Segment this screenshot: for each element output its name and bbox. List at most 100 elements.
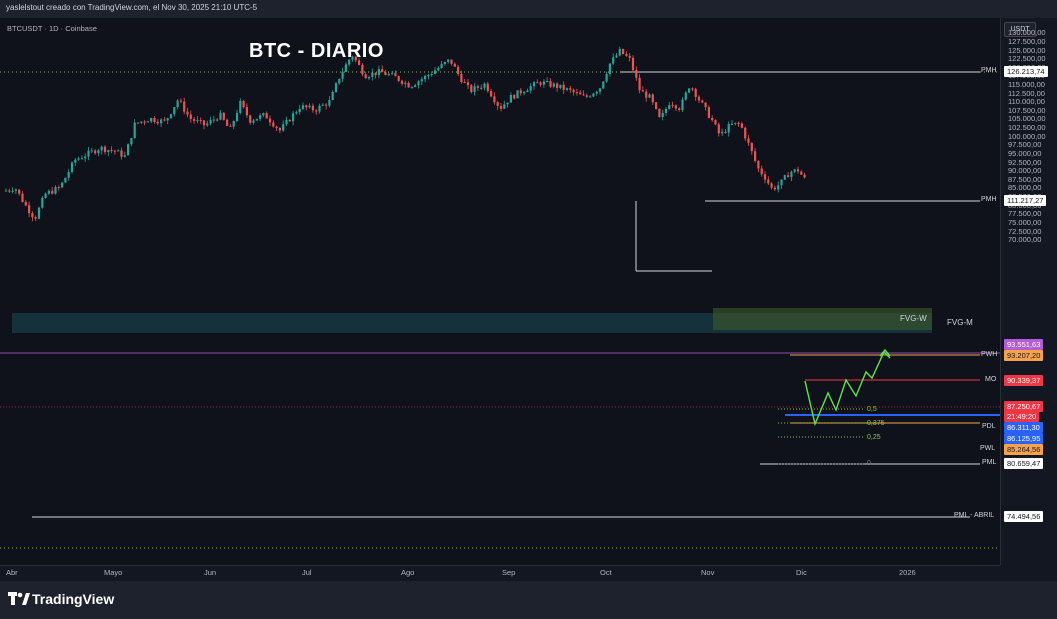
candle-body [697,96,701,101]
candle-body [539,82,542,85]
candle-body [70,162,74,172]
candle-body [57,187,60,189]
candle-body [325,104,328,106]
price-tick: 105.000,00 [1008,114,1046,124]
candle-body [704,102,707,108]
candle-body [790,171,793,178]
candle-body [430,73,433,75]
month-tick: Ago [401,568,415,577]
candle-body [516,90,519,99]
candle-body [239,100,242,113]
candle-body [691,88,694,90]
candle-body [196,120,199,122]
month-tick: Dic [796,568,807,577]
candle-body [311,105,314,111]
candle-body [235,112,239,122]
candle-body [150,117,153,122]
candle-body [727,124,730,133]
candle-body [641,90,644,92]
level-label: MO [985,376,997,383]
candle-body [483,83,486,88]
candle-body [684,92,687,100]
candle-body [117,150,120,152]
price-axis[interactable] [1000,18,1057,565]
price-tick: 115.000,00 [1008,79,1045,89]
candle-body [473,86,476,92]
candle-body [140,121,143,123]
candle-body [100,146,103,151]
price-tick: 127.500,00 [1008,36,1046,46]
candle-body [331,91,334,100]
price-tick: 110.000,00 [1008,97,1045,107]
candle-body [123,155,126,157]
candle-body [678,108,681,110]
candle-body [532,82,536,87]
candle-body [97,150,100,154]
candle-body [268,118,272,123]
candle-body [582,94,585,96]
candle-body [625,54,628,56]
candle-body [127,144,130,156]
level-label: PMH [981,67,997,74]
candle-body [341,71,344,79]
candle-body [226,119,229,126]
candle-body [255,118,258,121]
candle-body [262,113,265,116]
candle-body [103,146,107,152]
candle-body [318,105,321,112]
candle-body [763,174,767,180]
candle-body [674,105,677,109]
candle-body [80,158,83,160]
candle-body [252,120,255,123]
candle-body [193,119,196,121]
candle-body [44,193,47,198]
price-tick: 92.500,00 [1008,157,1042,167]
candle-body [750,142,753,152]
candle-body [249,115,252,123]
candle-body [202,120,206,126]
time-axis[interactable] [0,565,1000,582]
candle-body [173,107,176,115]
candle-body [64,177,67,183]
candle-body [278,127,281,131]
candle-body [242,100,245,108]
candle-body [717,124,720,134]
candle-body [556,83,559,88]
candle-body [4,190,8,192]
candle-body [602,81,605,89]
candle-body [245,107,248,116]
candle-body [767,179,770,184]
candle-body [707,107,710,118]
candle-body [730,123,734,125]
candle-body [493,96,496,103]
candle-body [282,124,285,131]
candle-body [585,95,588,97]
currency-selector[interactable]: USDT [1004,22,1036,37]
candle-body [288,119,291,122]
chart-pane[interactable] [0,18,1000,565]
candle-body [199,120,202,122]
candle-body [338,78,341,84]
price-tick: 100.000,00 [1008,131,1046,141]
candle-body [354,56,357,61]
candle-body [460,73,463,83]
candle-body [358,60,361,65]
candle-body [160,119,163,124]
candle-body [47,190,50,194]
candle-body [371,72,374,78]
candle-body [414,85,417,87]
candle-body [542,81,545,85]
candle-body [77,158,80,160]
candle-body [107,150,110,152]
candle-body [222,112,225,120]
candle-body [298,108,301,113]
candle-body [417,81,420,86]
candle-body [301,105,305,109]
candle-body [219,112,222,120]
candle-body [18,189,21,194]
symbol-label: BTCUSDT · 1D · Coinbase [7,24,97,33]
candle-body [31,213,34,218]
level-label: PDL [982,423,996,430]
candle-body [575,92,578,94]
candlestick-chart[interactable] [0,18,1000,565]
